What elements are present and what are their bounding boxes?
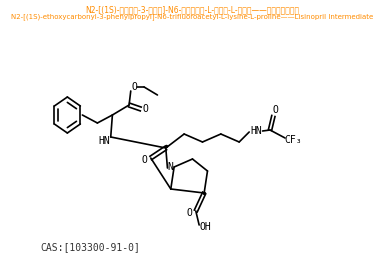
Text: HN: HN <box>98 136 110 146</box>
Text: OH: OH <box>200 222 212 232</box>
Text: N2-[(1S)-乙氧羳基-3-苯丙基]-N6-三氟乙酰基-L-赖氨酸-L-脉氨酸——赖诺普利中间体: N2-[(1S)-乙氧羳基-3-苯丙基]-N6-三氟乙酰基-L-赖氨酸-L-脉氨… <box>85 5 300 14</box>
Text: N2-[(1S)-ethoxycarbonyl-3-phenylpropyl]-N6-trifluoroacetyl-L-lysine-L-proline——L: N2-[(1S)-ethoxycarbonyl-3-phenylpropyl]-… <box>11 13 373 20</box>
Text: O: O <box>142 155 148 165</box>
Text: N: N <box>168 162 174 172</box>
Text: O: O <box>131 82 137 92</box>
Text: O: O <box>272 105 278 115</box>
Text: CF₃: CF₃ <box>285 135 302 145</box>
Text: HN: HN <box>250 126 262 136</box>
Text: O: O <box>186 208 192 218</box>
Text: CAS:[103300-91-0]: CAS:[103300-91-0] <box>41 242 141 252</box>
Text: O: O <box>143 104 149 114</box>
